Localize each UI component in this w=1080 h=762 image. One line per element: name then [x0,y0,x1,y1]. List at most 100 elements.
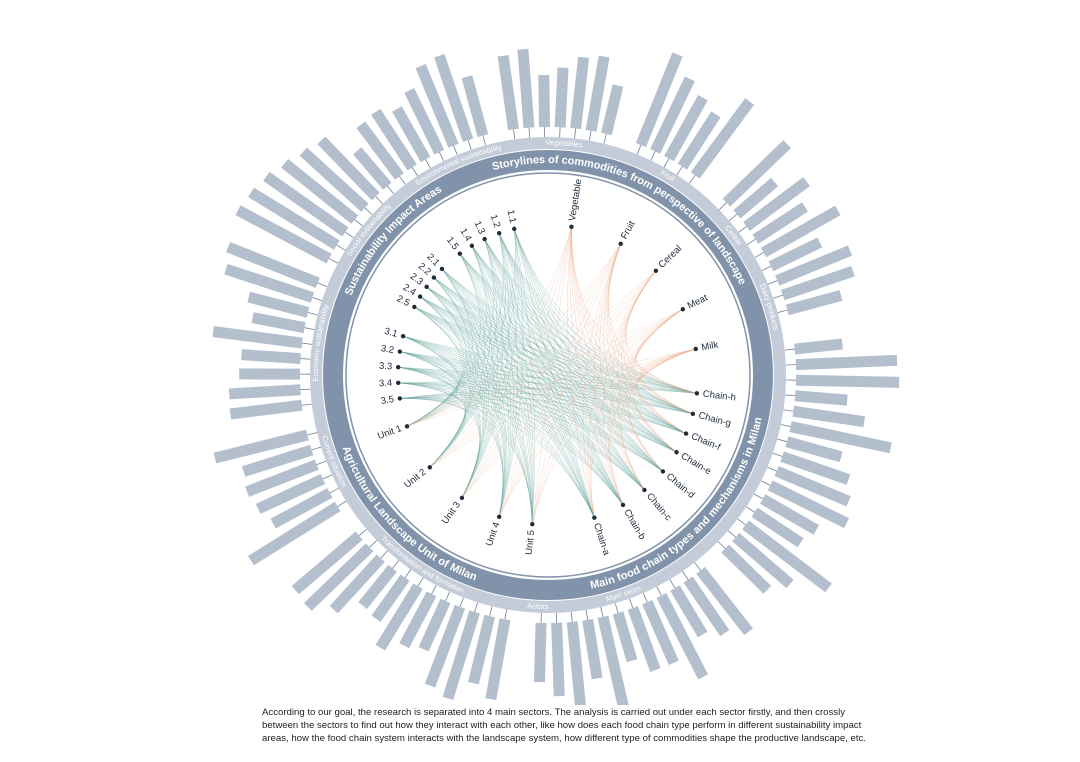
link [441,268,624,506]
node-label: Chain-a [591,522,612,558]
node-label: Chain-b [621,507,647,541]
outer-box-rect [554,67,569,128]
outer-box [399,584,437,649]
outer-box-tick [585,609,589,620]
link [426,286,677,453]
outer-box-rect [468,614,496,685]
link [461,309,683,499]
link [429,253,486,468]
node-label: Unit 3 [440,500,463,527]
node-label: Meat [686,292,710,311]
outer-box-tick [392,560,400,569]
outer-ring [310,137,786,613]
diagram: Storylines of commodities from perspecti… [212,48,900,720]
link [498,233,595,518]
node-label: 3.1 [383,326,399,340]
link [399,351,624,506]
link [419,296,533,525]
link [403,335,697,394]
outer-box-tick [746,506,755,513]
outer-box-rect [627,606,661,672]
link [498,233,534,525]
outer-box-rect [696,567,753,636]
link [406,286,467,427]
outer-box-rect [212,326,303,349]
node-label: 1.3 [471,219,487,236]
outer-box-tick [767,280,778,285]
outer-box-tick [482,135,486,146]
link [399,398,595,518]
link [441,268,595,518]
link [399,351,697,394]
outer-box [371,108,419,177]
link [399,351,481,498]
link [426,286,533,525]
link [398,366,533,525]
caption-line: According to our goal, the research is s… [262,707,846,718]
outer-box-tick [431,584,437,595]
node-label: Unit 5 [524,530,538,556]
link [571,226,693,415]
link [441,268,645,491]
outer-box-tick [528,127,531,138]
outer-box [352,147,395,195]
link [399,397,645,491]
link [484,238,664,472]
link [429,228,517,468]
outer-box-rect [241,349,301,365]
link [569,226,624,506]
outer-box [777,436,843,463]
outer-box [270,487,339,529]
outer-box-rect [635,52,683,148]
link [498,233,697,394]
node-dot [397,349,403,354]
outer-box-rect [650,76,695,154]
node-dot [417,294,423,299]
link [414,306,624,506]
outer-box [688,98,755,184]
outer-box-tick [316,460,327,466]
link [429,238,498,468]
outer-box-rect [785,436,843,463]
link [399,398,504,517]
link [398,382,533,525]
outer-box [753,493,820,535]
link [429,309,683,468]
node-dot [397,396,403,401]
node-dot [459,495,465,501]
link [459,253,595,518]
link [617,270,664,472]
link [571,226,677,453]
link [567,226,595,518]
link [406,309,683,427]
outer-box-rect [415,63,459,148]
link [398,366,645,491]
outer-box [785,390,848,406]
link [587,270,657,518]
link [617,309,683,491]
link [461,348,696,499]
node-dot [530,521,535,527]
link [514,228,677,453]
link [532,309,683,525]
outer-box-tick [411,167,419,177]
link [414,306,677,453]
link [419,296,664,472]
node-label: Unit 1 [376,423,403,442]
outer-box-tick [772,452,783,457]
link [398,382,693,415]
node-dot [680,307,686,312]
link [625,309,683,472]
link [406,270,657,427]
link [433,277,624,506]
outer-box-tick [694,562,701,571]
outer-box-tick [767,466,777,472]
link [484,238,687,434]
outer-box-tick [777,309,788,313]
link [498,233,687,434]
link [532,270,657,525]
outer-box-rect [251,312,306,334]
outer-box-tick [513,129,516,140]
outer-box [224,263,323,303]
outer-box-rect [597,615,631,717]
